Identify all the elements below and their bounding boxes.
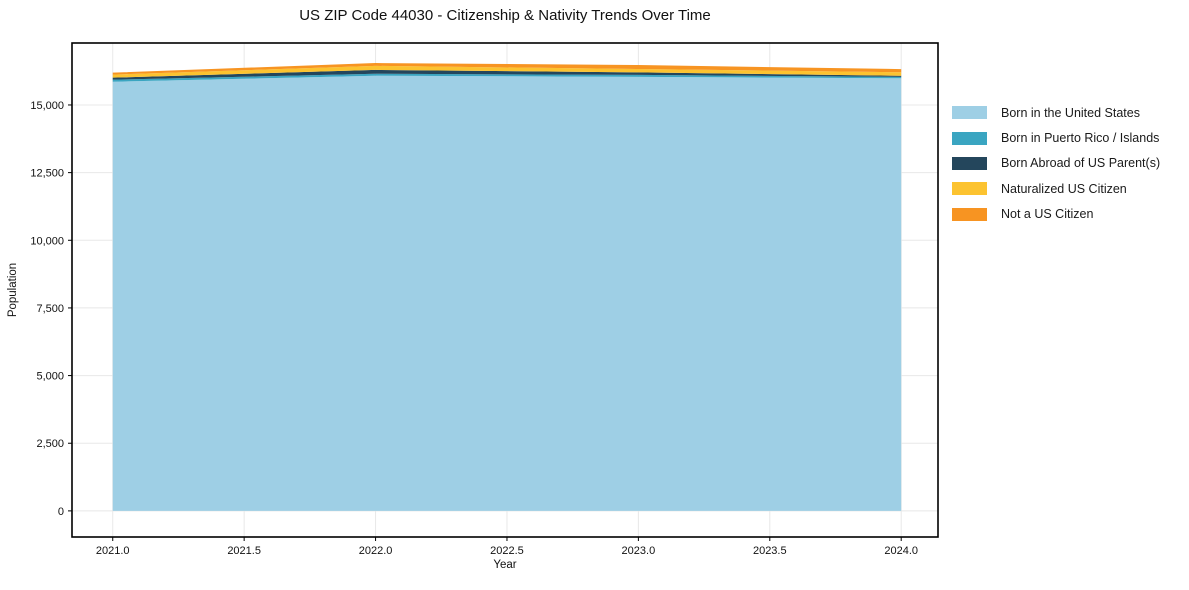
area-series-0: [112, 75, 902, 511]
chart-title: US ZIP Code 44030 - Citizenship & Nativi…: [299, 7, 711, 24]
x-tick-label: 2021.5: [227, 545, 261, 557]
legend-label: Naturalized US Citizen: [1001, 181, 1127, 196]
x-tick-label: 2022.5: [490, 545, 524, 557]
legend-item: Naturalized US Citizen: [952, 176, 1160, 201]
area-series-3: [112, 65, 902, 78]
y-tick-label: 10,000: [30, 235, 64, 247]
x-axis-label: Year: [493, 559, 517, 571]
y-axis-label: Population: [7, 262, 19, 318]
x-tick-label: 2023.5: [753, 545, 787, 557]
legend-item: Not a US Citizen: [952, 202, 1160, 227]
legend-item: Born in the United States: [952, 100, 1160, 125]
x-tick-label: 2022.0: [359, 545, 393, 557]
y-tick-label: 0: [58, 506, 64, 518]
x-tick-label: 2021.0: [96, 545, 130, 557]
legend-swatch: [952, 182, 987, 196]
legend-label: Born in Puerto Rico / Islands: [1001, 131, 1160, 146]
y-tick-label: 7,500: [36, 303, 64, 315]
area-series-1: [112, 73, 902, 82]
area-series-4: [112, 63, 902, 75]
area-series-2: [112, 69, 902, 80]
x-tick-label: 2024.0: [884, 545, 918, 557]
legend-label: Born Abroad of US Parent(s): [1001, 156, 1161, 171]
y-tick-label: 12,500: [30, 168, 64, 180]
legend-item: Born Abroad of US Parent(s): [952, 151, 1160, 176]
legend-label: Not a US Citizen: [1001, 207, 1094, 222]
y-tick-label: 5,000: [36, 371, 64, 383]
legend-label: Born in the United States: [1001, 105, 1140, 120]
y-tick-label: 2,500: [36, 438, 64, 450]
legend-swatch: [952, 131, 987, 145]
legend: Born in the United States Born in Puerto …: [952, 100, 1160, 227]
legend-swatch: [952, 106, 987, 120]
plot-border: [71, 42, 939, 538]
legend-swatch: [952, 156, 987, 170]
legend-swatch: [952, 207, 987, 221]
y-tick-label: 15,000: [30, 100, 64, 112]
x-tick-label: 2023.0: [622, 545, 656, 557]
legend-item: Born in Puerto Rico / Islands: [952, 125, 1160, 150]
